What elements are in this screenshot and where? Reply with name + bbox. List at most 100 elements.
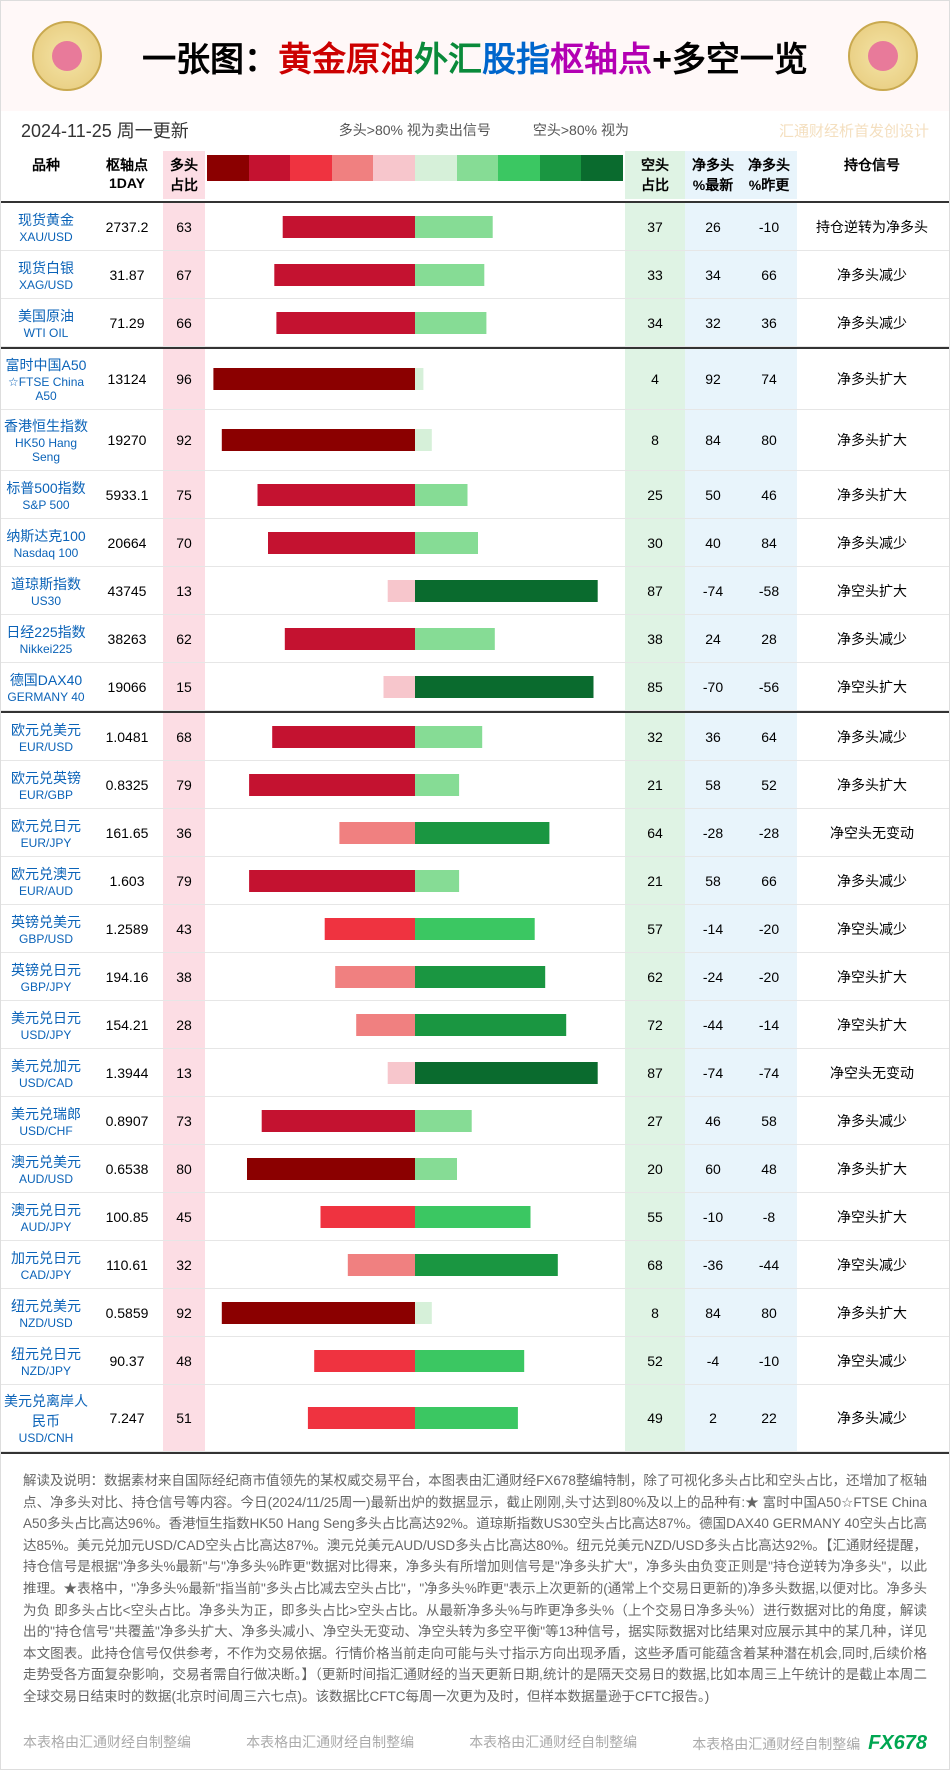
main-title: 一张图：黄金原油外汇股指枢轴点+多空一览 — [142, 32, 808, 81]
table-row: 欧元兑英镑EUR/GBP0.832579 215852净多头扩大 — [1, 761, 949, 809]
fx678-logo: FX678 — [868, 1732, 927, 1754]
short-pct: 72 — [625, 1001, 685, 1048]
position-bar — [205, 1385, 625, 1451]
pivot-value: 0.5859 — [91, 1289, 163, 1336]
watermark: 汇通财经析首发创设计 — [779, 120, 929, 141]
short-pct: 21 — [625, 761, 685, 808]
net-prev: 80 — [741, 1289, 797, 1336]
pivot-value: 31.87 — [91, 251, 163, 298]
short-pct: 85 — [625, 663, 685, 710]
pivot-value: 71.29 — [91, 299, 163, 346]
net-latest: -4 — [685, 1337, 741, 1384]
instrument-name: 美元兑日元USD/JPY — [1, 1001, 91, 1048]
net-prev: -20 — [741, 953, 797, 1000]
signal: 净多头减少 — [797, 1097, 947, 1144]
net-prev: 52 — [741, 761, 797, 808]
position-bar — [205, 519, 625, 566]
table-row: 标普500指数S&P 5005933.175 255046净多头扩大 — [1, 471, 949, 519]
short-pct: 32 — [625, 713, 685, 760]
date-row: 2024-11-25 周一更新 多头>80% 视为卖出信号 空头>80% 视为 … — [1, 111, 949, 149]
net-latest: 26 — [685, 203, 741, 250]
net-prev: -14 — [741, 1001, 797, 1048]
long-pct: 79 — [163, 761, 205, 808]
long-pct: 48 — [163, 1337, 205, 1384]
net-latest: -70 — [685, 663, 741, 710]
net-latest: 60 — [685, 1145, 741, 1192]
net-latest: 36 — [685, 713, 741, 760]
long-pct: 79 — [163, 857, 205, 904]
instrument-name: 道琼斯指数US30 — [1, 567, 91, 614]
net-latest: -44 — [685, 1001, 741, 1048]
short-pct: 52 — [625, 1337, 685, 1384]
net-prev: -10 — [741, 203, 797, 250]
net-prev: -8 — [741, 1193, 797, 1240]
instrument-name: 富时中国A50☆FTSE China A50 — [1, 349, 91, 409]
net-latest: -14 — [685, 905, 741, 952]
table-row: 英镑兑日元GBP/JPY194.1638 62-24-20净空头扩大 — [1, 953, 949, 1001]
net-prev: -28 — [741, 809, 797, 856]
pivot-value: 110.61 — [91, 1241, 163, 1288]
table-row: 美元兑瑞郎USD/CHF0.890773 274658净多头减少 — [1, 1097, 949, 1145]
hdr-short: 空头 占比 — [625, 151, 685, 199]
pivot-value: 90.37 — [91, 1337, 163, 1384]
position-bar — [205, 905, 625, 952]
net-prev: 36 — [741, 299, 797, 346]
pivot-value: 2737.2 — [91, 203, 163, 250]
data-rows: 现货黄金XAU/USD2737.263 3726-10持仓逆转为净多头现货白银X… — [1, 201, 949, 1454]
logo-right — [848, 21, 918, 91]
short-pct: 8 — [625, 410, 685, 470]
pivot-value: 154.21 — [91, 1001, 163, 1048]
instrument-name: 欧元兑英镑EUR/GBP — [1, 761, 91, 808]
short-pct: 4 — [625, 349, 685, 409]
position-bar — [205, 349, 625, 409]
pivot-value: 43745 — [91, 567, 163, 614]
signal: 净多头减少 — [797, 519, 947, 566]
net-latest: 34 — [685, 251, 741, 298]
long-pct: 36 — [163, 809, 205, 856]
long-pct: 13 — [163, 1049, 205, 1096]
table-row: 纽元兑美元NZD/USD0.585992 88480净多头扩大 — [1, 1289, 949, 1337]
instrument-name: 澳元兑日元AUD/JPY — [1, 1193, 91, 1240]
short-pct: 21 — [625, 857, 685, 904]
long-pct: 15 — [163, 663, 205, 710]
position-bar — [205, 615, 625, 662]
net-latest: -74 — [685, 567, 741, 614]
hdr-net-prev: 净多头 %昨更 — [741, 151, 797, 199]
instrument-name: 标普500指数S&P 500 — [1, 471, 91, 518]
net-latest: 24 — [685, 615, 741, 662]
logo-left — [32, 21, 102, 91]
position-bar — [205, 1241, 625, 1288]
pivot-value: 1.0481 — [91, 713, 163, 760]
table-row: 加元兑日元CAD/JPY110.6132 68-36-44净空头减少 — [1, 1241, 949, 1289]
net-prev: -20 — [741, 905, 797, 952]
signal: 净多头扩大 — [797, 471, 947, 518]
pivot-value: 1.2589 — [91, 905, 163, 952]
net-latest: -24 — [685, 953, 741, 1000]
instrument-name: 加元兑日元CAD/JPY — [1, 1241, 91, 1288]
instrument-name: 日经225指数Nikkei225 — [1, 615, 91, 662]
table-row: 现货黄金XAU/USD2737.263 3726-10持仓逆转为净多头 — [1, 203, 949, 251]
legend-note: 多头>80% 视为卖出信号 空头>80% 视为 — [209, 120, 759, 140]
hdr-net-latest: 净多头 %最新 — [685, 151, 741, 199]
net-prev: 64 — [741, 713, 797, 760]
long-pct: 45 — [163, 1193, 205, 1240]
instrument-name: 现货黄金XAU/USD — [1, 203, 91, 250]
footer-text: 解读及说明：数据素材来自国际经纪商市值领先的某权威交易平台，本图表由汇通财经FX… — [1, 1454, 949, 1724]
date-text: 2024-11-25 周一更新 — [21, 117, 189, 143]
table-row: 德国DAX40GERMANY 401906615 85-70-56净空头扩大 — [1, 663, 949, 711]
instrument-name: 纽元兑日元NZD/JPY — [1, 1337, 91, 1384]
instrument-name: 美元兑离岸人民币USD/CNH — [1, 1385, 91, 1451]
position-bar — [205, 953, 625, 1000]
instrument-name: 德国DAX40GERMANY 40 — [1, 663, 91, 710]
signal: 净多头扩大 — [797, 761, 947, 808]
table-row: 日经225指数Nikkei2253826362 382428净多头减少 — [1, 615, 949, 663]
long-pct: 68 — [163, 713, 205, 760]
table-row: 现货白银XAG/USD31.8767 333466净多头减少 — [1, 251, 949, 299]
long-pct: 51 — [163, 1385, 205, 1451]
net-prev: 74 — [741, 349, 797, 409]
position-bar — [205, 663, 625, 710]
position-bar — [205, 1097, 625, 1144]
hdr-scale — [205, 151, 625, 199]
long-pct: 32 — [163, 1241, 205, 1288]
long-pct: 92 — [163, 410, 205, 470]
